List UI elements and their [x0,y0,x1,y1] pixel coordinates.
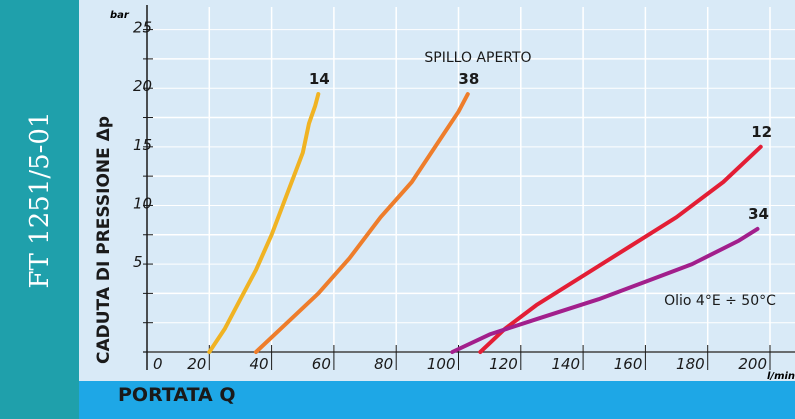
y-tick-label: 20 [133,77,152,95]
axes [143,5,795,370]
x-title-strip [79,381,795,419]
plot-area [155,7,795,354]
series-label-14: 14 [309,70,330,88]
x-axis-title: PORTATA Q [118,384,236,406]
series-line-12 [478,144,763,354]
x-tick-label: 80 [374,355,393,373]
x-tick-label: 200 [738,355,767,373]
x-tick-label: 20 [187,355,206,373]
x-tick-label: 180 [676,355,705,373]
x-tick-label: 140 [551,355,580,373]
chart-title: SPILLO APERTO [424,50,531,66]
tick-labels: 0 20 40 60 80 100 120 140 160 180 200 5 10 15 20 25 [133,19,767,373]
y-tick-label: 25 [133,19,152,37]
y-tick-label: 5 [133,253,143,271]
series-line-14 [207,92,321,354]
x-tick-label: 100 [427,355,456,373]
series-label-34: 34 [748,205,769,223]
x-tick-label: 40 [250,355,269,373]
sidebar-band [0,0,79,419]
series-label-38: 38 [458,70,479,88]
y-unit-label: bar [110,10,130,21]
x-unit-label: l/min [767,371,795,382]
x-tick-label: 160 [614,355,643,373]
y-tick-label: 15 [133,136,152,154]
x-tick-label: 60 [312,355,331,373]
oil-note: Olio 4°E ÷ 50°C [664,293,776,309]
series-line-34 [450,226,760,354]
x-tick-label: 120 [489,355,518,373]
x-tick-label: 0 [153,355,163,373]
series-line-38 [254,92,470,354]
y-tick-label: 10 [133,194,152,212]
series-label-12: 12 [751,123,772,141]
series-group: 14 38 12 34 [207,70,772,354]
y-axis-title: CADUTA DI PRESSIONE Δp [94,115,114,365]
